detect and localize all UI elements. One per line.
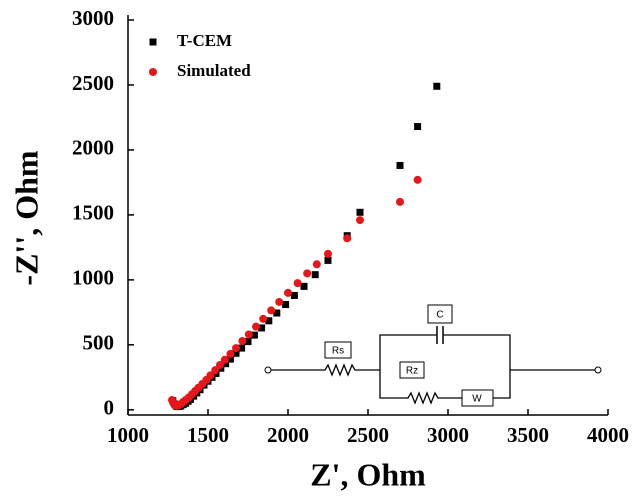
y-tick-label: 2500 xyxy=(72,71,114,95)
y-tick-label: 3000 xyxy=(72,6,114,30)
warburg-box xyxy=(461,389,494,407)
data-point xyxy=(252,322,260,331)
data-point xyxy=(259,314,268,323)
data-point xyxy=(356,208,364,216)
data-point xyxy=(206,371,215,380)
data-point xyxy=(396,162,404,170)
data-point xyxy=(300,282,308,290)
data-point xyxy=(303,269,312,278)
terminal xyxy=(594,366,602,374)
data-point xyxy=(226,349,235,358)
circuit-label: Rz xyxy=(406,366,418,377)
data-point xyxy=(312,260,321,269)
y-tick-label: 500 xyxy=(83,331,115,355)
data-point xyxy=(284,288,292,297)
legend-label: Simulated xyxy=(177,61,251,80)
y-tick-label: 0 xyxy=(104,396,115,420)
data-point xyxy=(265,317,273,325)
data-point xyxy=(220,355,229,364)
data-point xyxy=(275,297,284,306)
y-tick-label: 2000 xyxy=(72,136,114,160)
y-tick-label: 1000 xyxy=(72,266,114,290)
data-point xyxy=(232,344,240,353)
data-point xyxy=(244,338,252,346)
data-point xyxy=(324,249,332,258)
x-tick-label: 1000 xyxy=(107,423,149,447)
label-box xyxy=(427,304,453,324)
legend-label: T-CEM xyxy=(177,31,232,50)
data-point xyxy=(273,309,281,317)
x-tick-label: 2500 xyxy=(347,423,389,447)
data-point xyxy=(356,216,364,225)
label-box xyxy=(399,361,425,379)
x-tick-label: 4000 xyxy=(587,423,629,447)
y-tick-label: 1500 xyxy=(72,201,114,225)
circuit-label: Rs xyxy=(332,346,344,357)
data-point xyxy=(343,234,352,243)
circuit-label: C xyxy=(436,310,443,321)
legend-marker xyxy=(149,68,157,76)
legend-marker xyxy=(149,38,157,46)
x-tick-label: 3000 xyxy=(427,423,469,447)
data-point xyxy=(250,331,258,339)
data-point xyxy=(232,349,240,357)
data-point xyxy=(311,271,319,279)
x-tick-label: 3500 xyxy=(507,423,549,447)
data-point xyxy=(324,256,332,264)
x-tick-label: 2000 xyxy=(267,423,309,447)
x-tick-label: 1500 xyxy=(187,423,229,447)
circuit-label: W xyxy=(472,394,482,405)
data-point xyxy=(226,355,234,363)
data-point xyxy=(238,344,246,352)
circuit-inset: Rs C Rz W xyxy=(264,304,602,407)
y-axis-title: -Z'', Ohm xyxy=(8,150,44,285)
data-point xyxy=(211,366,220,375)
data-point xyxy=(244,330,253,339)
data-point xyxy=(216,360,224,369)
data-point xyxy=(433,82,441,90)
data-point xyxy=(414,123,422,131)
data-point xyxy=(290,291,298,299)
label-box xyxy=(324,341,352,359)
data-point xyxy=(293,279,302,288)
data-point xyxy=(413,175,422,184)
data-point xyxy=(396,197,404,206)
data-point xyxy=(238,336,247,345)
x-axis-title: Z', Ohm xyxy=(310,456,426,492)
circuit-wires xyxy=(271,334,595,405)
data-point xyxy=(258,324,266,332)
terminal xyxy=(264,366,272,374)
data-point xyxy=(282,301,290,309)
data-point xyxy=(267,306,276,315)
